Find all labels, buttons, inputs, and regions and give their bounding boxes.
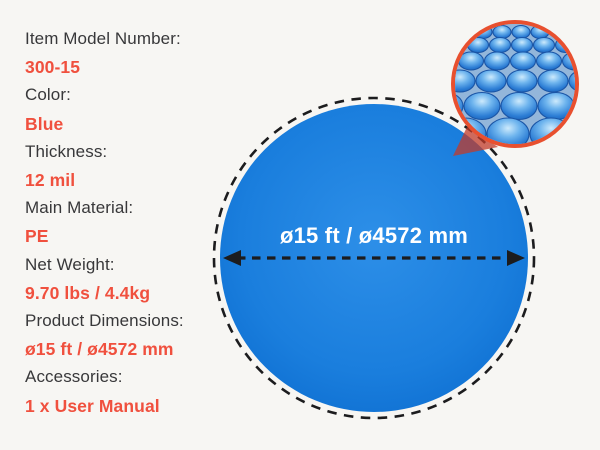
spec-label: Product Dimensions: xyxy=(25,311,184,331)
spec-value: 300-15 xyxy=(25,57,81,78)
spec-item: Main Material: PE xyxy=(25,194,184,250)
spec-label: Net Weight: xyxy=(25,254,115,274)
spec-label: Accessories: xyxy=(25,367,123,387)
spec-list: Item Model Number: 300-15 Color: Blue Th… xyxy=(25,25,184,420)
spec-label: Color: xyxy=(25,85,71,105)
spec-item: Accessories: 1 x User Manual xyxy=(25,363,184,419)
spec-item: Net Weight: 9.70 lbs / 4.4kg xyxy=(25,251,184,307)
spec-item: Color: Blue xyxy=(25,81,184,137)
spec-item: Item Model Number: 300-15 xyxy=(25,25,184,81)
spec-value: PE xyxy=(25,226,49,247)
spec-value: Blue xyxy=(25,113,64,134)
spec-label: Thickness: xyxy=(25,141,108,161)
callout-wedge xyxy=(453,127,498,156)
spec-value: 12 mil xyxy=(25,170,76,191)
diameter-label: ø15 ft / ø4572 mm xyxy=(279,223,469,248)
spec-value: ø15 ft / ø4572 mm xyxy=(25,339,174,360)
spec-item: Product Dimensions: ø15 ft / ø4572 mm xyxy=(25,307,184,363)
texture-detail-circle xyxy=(451,20,579,148)
spec-value: 9.70 lbs / 4.4kg xyxy=(25,282,151,303)
spec-label: Main Material: xyxy=(25,198,134,218)
bubble-texture xyxy=(455,24,575,144)
spec-value: 1 x User Manual xyxy=(25,395,160,416)
cover-dashed-outline xyxy=(212,96,536,420)
diameter-arrow xyxy=(223,250,525,266)
spec-item: Thickness: 12 mil xyxy=(25,138,184,194)
spec-label: Item Model Number: xyxy=(25,29,181,48)
